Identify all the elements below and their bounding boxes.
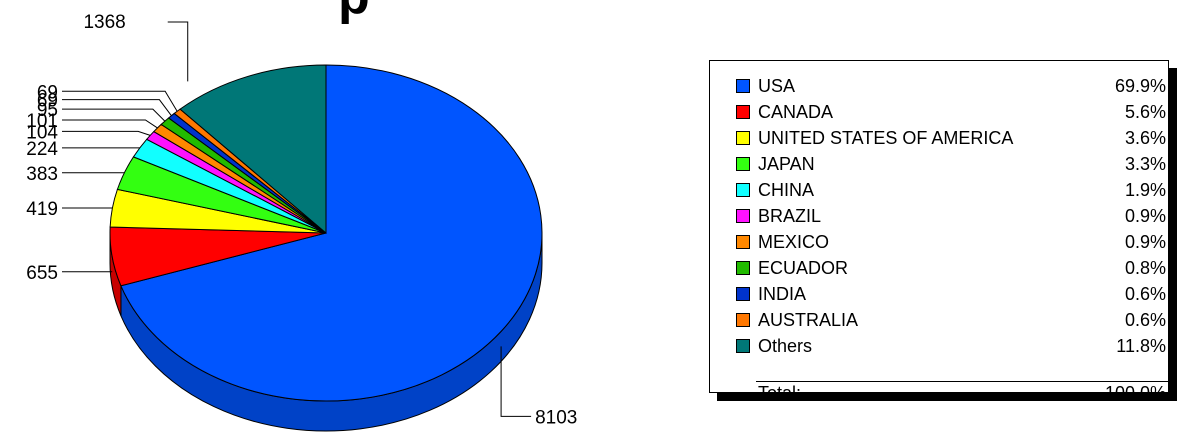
- data-label-japan: 383: [26, 164, 58, 185]
- legend-percent: 69.9%: [1114, 76, 1166, 96]
- legend-label: CHINA: [758, 180, 815, 200]
- legend-swatch: [736, 131, 750, 145]
- pie-slice-usa: [120, 64, 543, 402]
- legend-label: BRAZIL: [758, 206, 822, 226]
- legend-total-rule: [756, 381, 1168, 382]
- legend-percent: 0.6%: [1124, 284, 1166, 304]
- legend-percent: 0.9%: [1124, 206, 1166, 226]
- leader-line-brazil: [62, 130, 151, 136]
- legend-row: UNITED STATES OF AMERICA 3.6%: [710, 125, 1170, 151]
- chart-title-fragment: p: [338, 0, 370, 22]
- legend-percent: 1.9%: [1124, 180, 1166, 200]
- legend-label: JAPAN: [758, 154, 815, 174]
- legend-total-percent: 100.0%: [1104, 383, 1166, 403]
- legend-row: ECUADOR 0.8%: [710, 255, 1170, 281]
- data-label-india: 69: [37, 91, 58, 112]
- legend-percent: 3.3%: [1124, 154, 1166, 174]
- legend-swatch: [736, 105, 750, 119]
- legend-label: AUSTRALIA: [758, 310, 859, 330]
- pie-slice-others: [179, 64, 327, 235]
- legend-swatch: [736, 183, 750, 197]
- data-label-united-states-of-america: 419: [26, 199, 58, 220]
- data-label-mexico: 101: [26, 111, 58, 132]
- legend-label: INDIA: [758, 284, 807, 304]
- data-label-canada: 655: [26, 263, 58, 284]
- legend-total-row: Total: 100.0%: [710, 380, 1170, 406]
- data-label-australia: 69: [37, 82, 58, 103]
- legend-swatch: [736, 209, 750, 223]
- leader-line-ecuador: [62, 108, 166, 122]
- legend-box: USA 69.9% CANADA 5.6% UNITED STATES OF AMERI…: [709, 60, 1170, 403]
- legend-swatch: [736, 261, 750, 275]
- legend-row: CHINA 1.9%: [710, 177, 1170, 203]
- legend-percent: 0.9%: [1124, 232, 1166, 252]
- legend-row: MEXICO 0.9%: [710, 229, 1170, 255]
- legend-swatch: [736, 235, 750, 249]
- legend-percent: 0.8%: [1124, 258, 1166, 278]
- legend-swatch: [736, 157, 750, 171]
- legend-row: AUSTRALIA 0.6%: [710, 307, 1170, 333]
- legend-label: UNITED STATES OF AMERICA: [758, 128, 1014, 148]
- legend-total-label: Total:: [758, 383, 802, 403]
- legend-label: ECUADOR: [758, 258, 849, 278]
- legend-label: CANADA: [758, 102, 834, 122]
- legend-swatch: [736, 339, 750, 353]
- legend-row: INDIA 0.6%: [710, 281, 1170, 307]
- data-label-usa: 8103: [535, 407, 577, 428]
- legend-swatch: [736, 287, 750, 301]
- legend-row: JAPAN 3.3%: [710, 151, 1170, 177]
- legend-percent: 11.8%: [1116, 336, 1166, 356]
- data-label-others: 1368: [83, 12, 125, 33]
- leader-line-mexico: [62, 119, 158, 129]
- data-label-china: 224: [26, 139, 58, 160]
- legend-row: BRAZIL 0.9%: [710, 203, 1170, 229]
- legend-label: Others: [758, 336, 813, 356]
- legend-swatch: [736, 313, 750, 327]
- legend-row: Others 11.8%: [710, 333, 1170, 359]
- legend-percent: 3.6%: [1124, 128, 1166, 148]
- legend-percent: 0.6%: [1124, 310, 1166, 330]
- leader-line-india: [62, 99, 172, 116]
- data-label-ecuador: 95: [37, 100, 58, 121]
- legend-percent: 5.6%: [1124, 102, 1166, 122]
- leader-line-others: [167, 21, 189, 82]
- leader-line-australia: [62, 90, 178, 112]
- data-label-brazil: 104: [26, 122, 58, 143]
- legend-row: USA 69.9%: [710, 73, 1170, 99]
- leader-line-usa: [500, 346, 532, 417]
- legend-label: USA: [758, 76, 796, 96]
- legend-row: CANADA 5.6%: [710, 99, 1170, 125]
- legend-swatch: [736, 79, 750, 93]
- legend-label: MEXICO: [758, 232, 830, 252]
